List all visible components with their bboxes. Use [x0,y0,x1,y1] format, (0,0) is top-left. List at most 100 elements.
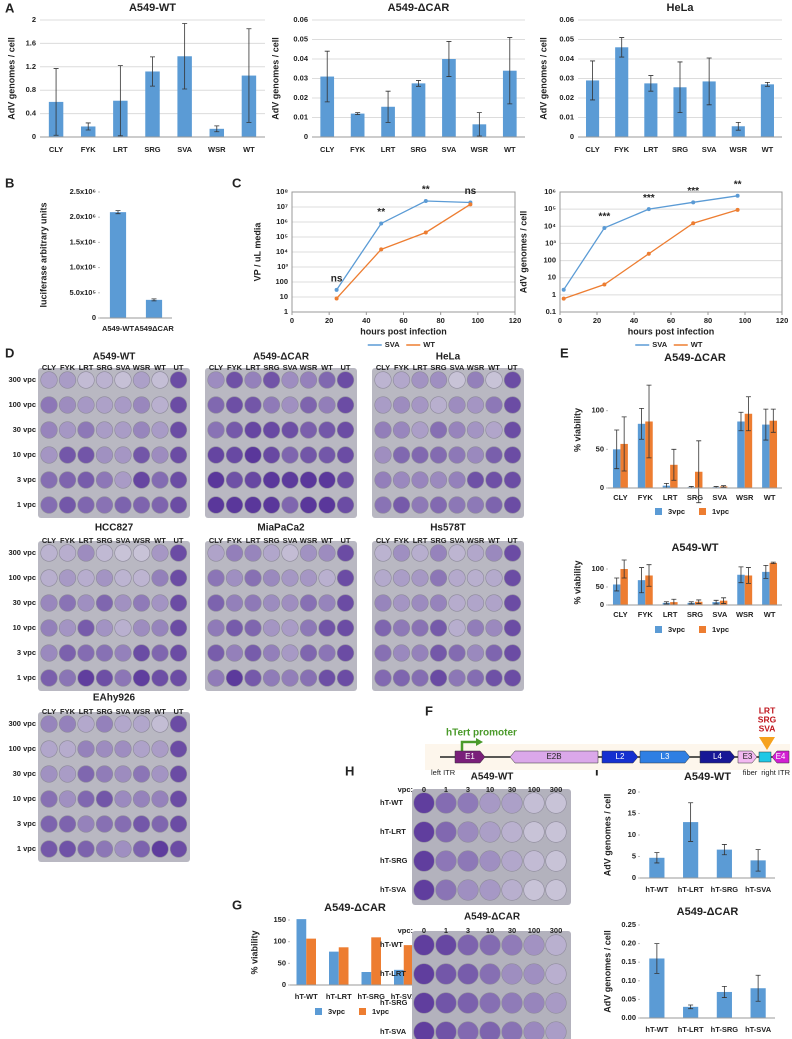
plate-well [374,371,392,389]
plate-well [40,421,58,439]
panel-label: D [5,345,14,360]
plate-well [207,669,225,687]
plate-row-label: hT-SVA [380,1027,407,1036]
bar [762,571,770,605]
plate-row-label: 1 vpc [17,673,36,682]
error-bar [696,440,702,504]
plate-well [151,471,169,489]
bar [760,84,774,137]
plate-well [225,669,244,687]
plate-well [262,446,281,464]
legend-swatch [699,508,706,515]
error-bar [150,56,155,87]
plate-well [457,1021,479,1039]
panel-label: F [425,703,433,718]
plate-column-label: 30 [508,926,516,935]
annotation: ** [734,179,742,190]
plate-well [207,471,225,489]
plate-well [429,421,448,439]
plate-well [151,396,169,414]
plate-row-label: 300 vpc [8,375,36,384]
error-bar [446,41,452,77]
plate-well [95,496,114,514]
plate-well [336,644,355,662]
y-axis-label: luciferase arbitrary units [38,202,48,307]
y-tick-label: 0.02 [559,93,574,102]
plate-well [58,396,77,414]
y-tick-label: 20 [628,787,636,796]
y-tick-label: 0.01 [293,112,308,121]
error-bar [663,601,669,605]
plate-well [151,740,169,758]
plate-well [413,821,435,843]
x-tick-label: SRG [672,145,688,154]
gene-label: E3 [743,752,753,761]
plate-well [40,740,58,758]
plate-well [114,644,132,662]
plate-well [485,421,503,439]
bar [371,937,381,985]
bar [750,988,766,1018]
plate-column-header: vpc: [398,785,413,794]
plate-well [411,496,429,514]
y-tick-label: 0.04 [559,54,574,63]
plate-well [545,850,567,872]
x-tick-label: LRT [663,610,678,619]
y-tick-label: 0 [32,132,36,141]
y-tick-label: 10 [628,830,636,839]
plate-well [374,644,392,662]
x-tick-label: 40 [630,316,638,325]
plate-well [466,371,485,389]
plate-column-label: LRT [413,536,428,545]
plate-well [40,496,58,514]
plate-well [114,740,132,758]
x-tick-label: hT-SVA [391,992,418,1001]
plate-well [281,396,299,414]
x-tick-label: LRT [663,493,678,502]
error-bar [738,566,744,584]
data-point [468,202,473,207]
plate-well [132,840,151,858]
plate-column-label: SRG [263,536,279,545]
plate-well [299,544,318,562]
y-tick-label: 1 [284,307,288,316]
plate-well [503,619,522,637]
y-axis-label: % viability [572,560,582,604]
plate-well [411,544,429,562]
plate-well [479,792,501,814]
plate-row-label: 100 vpc [8,400,36,409]
plate-well [58,715,77,733]
plate-well [336,446,355,464]
plate-well [448,446,466,464]
plate-column-label: CLY [209,536,223,545]
x-tick-label: SRG [144,145,160,154]
x-tick-label: WT [243,145,255,154]
plate-well [299,669,318,687]
error-bar [745,567,751,584]
plate-well [169,740,188,758]
plate-well [429,496,448,514]
x-tick-label: 0 [290,316,294,325]
gene-label: E4 [776,752,786,761]
plate-well [411,446,429,464]
plate-well [466,569,485,587]
plate-well [77,421,95,439]
bar [329,951,339,985]
x-tick-label: 120 [509,316,522,325]
plate-well [466,669,485,687]
y-tick-label: 2.5x10⁶ [70,187,96,196]
x-tick-label: A549-WT [102,324,135,333]
plate-well [95,446,114,464]
plate-column-label: FYK [227,363,243,372]
plate-well [374,669,392,687]
plate-row-label: hT-WT [380,798,403,807]
y-tick-label: 0 [282,980,286,989]
plate-well [281,644,299,662]
plate-row-label: 30 vpc [13,425,36,434]
plate-column-label: SVA [283,363,298,372]
legend-label: 3vpc [668,625,685,634]
plate-well [114,669,132,687]
plate-well [466,396,485,414]
plate-well [429,471,448,489]
